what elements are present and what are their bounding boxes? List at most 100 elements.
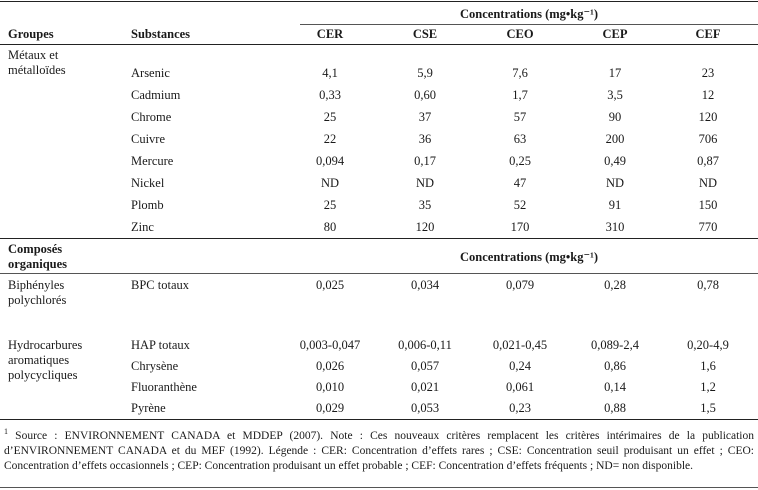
col-header-cer: CER (290, 27, 370, 42)
section-rule (0, 238, 758, 239)
col-header-cef: CEF (668, 27, 748, 42)
value-cef: 1,5 (668, 401, 748, 416)
value-ceo: 0,25 (480, 154, 560, 169)
concentrations-header: Concentrations (mg•kg⁻¹) (300, 6, 758, 22)
value-cep: 310 (575, 220, 655, 235)
value-ceo: 0,061 (480, 380, 560, 395)
group-label-hap: Hydrocarbures aromatiques polycycliques (8, 338, 118, 383)
value-cep: 0,49 (575, 154, 655, 169)
footnote-text: Source : ENVIRONNEMENT CANADA et MDDEP (… (4, 430, 754, 472)
value-cse: 36 (385, 132, 465, 147)
substance-name: Cadmium (131, 88, 180, 103)
substance-name: Arsenic (131, 66, 170, 81)
value-cer: 0,026 (290, 359, 370, 374)
value-ceo: 1,7 (480, 88, 560, 103)
value-cef: 12 (668, 88, 748, 103)
substance-name: Mercure (131, 154, 173, 169)
substance-name: Zinc (131, 220, 154, 235)
value-cse: 120 (385, 220, 465, 235)
value-cse: 0,034 (385, 278, 465, 293)
value-cer: ND (290, 176, 370, 191)
value-ceo: 63 (480, 132, 560, 147)
value-ceo: 47 (480, 176, 560, 191)
value-cep: 17 (575, 66, 655, 81)
top-rule (0, 1, 758, 2)
substance-name: HAP totaux (131, 338, 190, 353)
value-ceo: 52 (480, 198, 560, 213)
value-cse: 0,17 (385, 154, 465, 169)
col-header-ceo: CEO (480, 27, 560, 42)
value-cep: ND (575, 176, 655, 191)
value-cer: 22 (290, 132, 370, 147)
value-cer: 0,094 (290, 154, 370, 169)
substances-header: Substances (131, 27, 190, 42)
substance-name: Cuivre (131, 132, 165, 147)
value-cep: 0,86 (575, 359, 655, 374)
header-rule (0, 44, 758, 45)
value-cse: 5,9 (385, 66, 465, 81)
substance-name: Pyrène (131, 401, 166, 416)
value-cef: 150 (668, 198, 748, 213)
value-cef: 1,6 (668, 359, 748, 374)
value-cep: 91 (575, 198, 655, 213)
value-ceo: 0,23 (480, 401, 560, 416)
value-cer: 0,003-0,047 (290, 338, 370, 353)
value-cef: 770 (668, 220, 748, 235)
group-label-organiques: Composés organiques (8, 242, 118, 272)
value-cer: 25 (290, 110, 370, 125)
group-label-bpc: Biphényles polychlorés (8, 278, 118, 308)
footnote: 1 Source : ENVIRONNEMENT CANADA et MDDEP… (4, 424, 754, 474)
value-cer: 0,010 (290, 380, 370, 395)
value-cer: 25 (290, 198, 370, 213)
value-cse: ND (385, 176, 465, 191)
concentrations-rule (300, 24, 758, 25)
value-cse: 0,057 (385, 359, 465, 374)
value-cer: 80 (290, 220, 370, 235)
value-cse: 0,006-0,11 (385, 338, 465, 353)
substance-name: BPC totaux (131, 278, 189, 293)
value-ceo: 0,079 (480, 278, 560, 293)
value-cep: 0,14 (575, 380, 655, 395)
substance-name: Nickel (131, 176, 164, 191)
value-cse: 0,021 (385, 380, 465, 395)
substance-name: Fluoranthène (131, 380, 197, 395)
substance-name: Plomb (131, 198, 164, 213)
value-cef: 0,78 (668, 278, 748, 293)
substance-name: Chrome (131, 110, 171, 125)
value-ceo: 57 (480, 110, 560, 125)
organiques-rule (0, 273, 758, 274)
group-label-metaux: Métaux et métalloïdes (8, 48, 108, 78)
value-ceo: 0,24 (480, 359, 560, 374)
value-cef: ND (668, 176, 748, 191)
value-cef: 0,20-4,9 (668, 338, 748, 353)
value-cer: 0,33 (290, 88, 370, 103)
groupes-header: Groupes (8, 27, 54, 42)
value-cer: 0,029 (290, 401, 370, 416)
value-cef: 0,87 (668, 154, 748, 169)
value-cse: 37 (385, 110, 465, 125)
value-ceo: 0,021-0,45 (480, 338, 560, 353)
value-cep: 0,88 (575, 401, 655, 416)
value-cef: 706 (668, 132, 748, 147)
substance-name: Chrysène (131, 359, 178, 374)
value-cse: 0,60 (385, 88, 465, 103)
value-cer: 0,025 (290, 278, 370, 293)
value-cep: 90 (575, 110, 655, 125)
concentrations-header-organiques: Concentrations (mg•kg⁻¹) (300, 249, 758, 265)
value-ceo: 170 (480, 220, 560, 235)
col-header-cse: CSE (385, 27, 465, 42)
value-cep: 200 (575, 132, 655, 147)
value-cer: 4,1 (290, 66, 370, 81)
value-cse: 0,053 (385, 401, 465, 416)
value-cse: 35 (385, 198, 465, 213)
value-cef: 1,2 (668, 380, 748, 395)
bottom-rule (0, 419, 758, 420)
value-cep: 3,5 (575, 88, 655, 103)
value-ceo: 7,6 (480, 66, 560, 81)
footnote-rule (0, 487, 758, 488)
col-header-cep: CEP (575, 27, 655, 42)
value-cep: 0,28 (575, 278, 655, 293)
value-cep: 0,089-2,4 (575, 338, 655, 353)
value-cef: 120 (668, 110, 748, 125)
